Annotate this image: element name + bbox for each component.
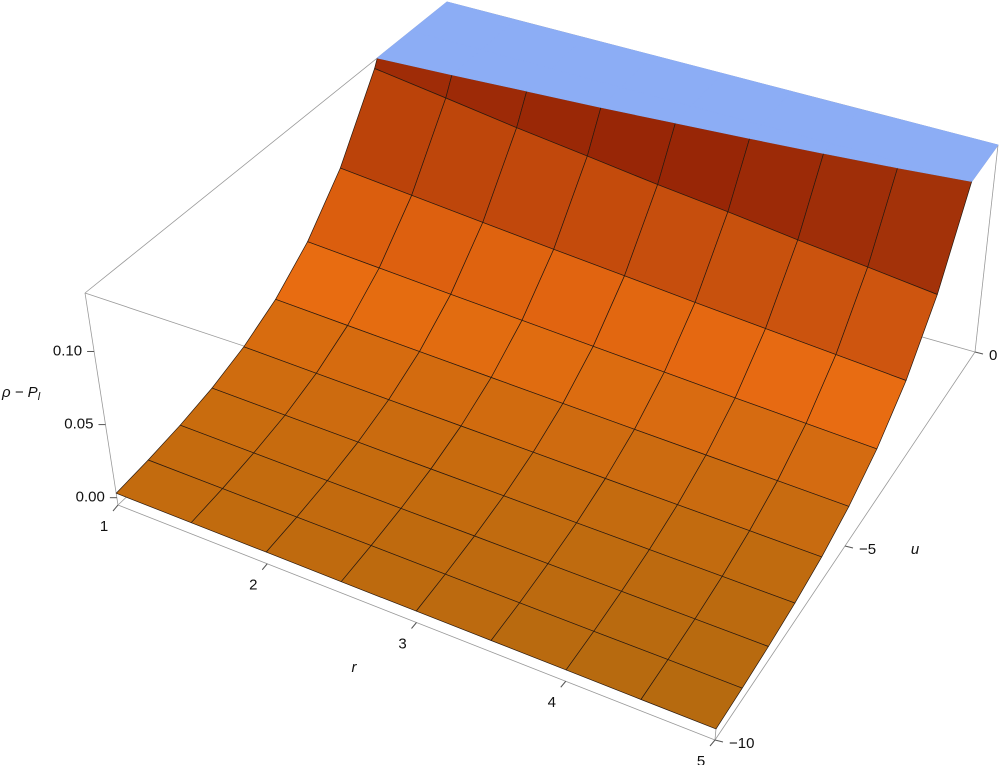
z-tick-label: 0.05 <box>64 416 93 433</box>
r-tick <box>112 504 119 512</box>
r-tick <box>709 739 716 747</box>
z-tick-label: 0.10 <box>53 342 82 359</box>
u-axis-label: u <box>911 541 920 558</box>
r-tick <box>261 563 268 571</box>
r-tick-label: 5 <box>697 753 705 765</box>
r-axis-label: r <box>352 659 358 676</box>
z-tick-label: 0.00 <box>76 489 105 506</box>
box-edge <box>84 292 119 506</box>
u-tick-label: −10 <box>729 735 754 752</box>
surface <box>115 1 999 730</box>
z-axis-label: ρ − Pl <box>1 384 41 403</box>
u-tick-label: 0 <box>989 347 997 364</box>
u-tick <box>714 739 724 743</box>
u-tick-label: −5 <box>859 541 876 558</box>
u-tick <box>844 545 854 549</box>
r-tick-label: 3 <box>398 635 406 652</box>
r-tick-label: 4 <box>548 694 556 711</box>
surface-cell <box>640 659 743 730</box>
z-axis-label-sub: l <box>38 391 41 403</box>
surface-cap <box>896 162 972 182</box>
box-edge <box>974 144 999 353</box>
axes: 1 2 3 4 5 −10 −5 0 0.00 0.05 0.10 <box>53 342 997 765</box>
r-tick <box>411 622 417 629</box>
u-tick <box>974 351 984 355</box>
r-tick-label: 1 <box>100 518 108 535</box>
z-axis-label-main: ρ − P <box>1 384 38 401</box>
r-tick-label: 2 <box>249 577 257 594</box>
r-tick <box>560 680 567 688</box>
